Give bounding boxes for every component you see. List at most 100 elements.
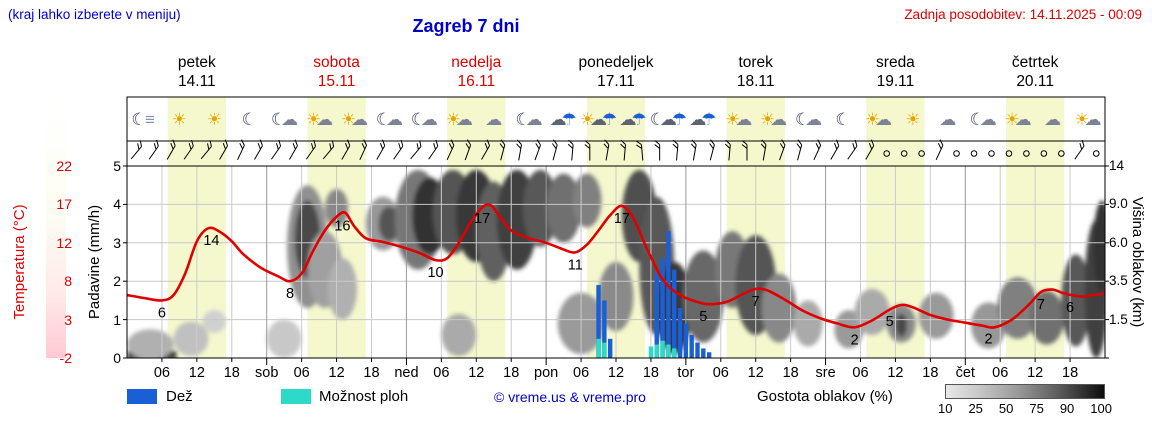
day-header-4: ponedeljek 17.11 (578, 54, 654, 90)
density-tick: 10 (938, 401, 953, 416)
x-tick-label: 12 (468, 365, 484, 381)
wind-barb-icon (359, 139, 368, 161)
x-tick-label: 18 (783, 365, 799, 381)
temp-tick-label: 22 (56, 158, 72, 174)
cloud-rain-icon: ☁☂ (689, 110, 716, 129)
day-header-3: nedelja 16.11 (451, 54, 502, 90)
cloud-rain-icon: ☁☂ (619, 110, 646, 129)
x-tick-label: 12 (748, 365, 764, 381)
svg-text:☂: ☂ (561, 110, 576, 129)
wind-barb-icon (428, 139, 439, 160)
wind-barb-icon (635, 140, 644, 161)
temperature-value-label: 5 (886, 314, 894, 330)
temperature-axis-label: Temperatura (°C) (11, 204, 28, 320)
cloud-cover-layer (127, 169, 1105, 358)
x-tick-label: 06 (154, 365, 170, 381)
moon-rain-icon: ☾☁☂ (650, 110, 687, 129)
sun-cloud-icon: ☀☁ (306, 110, 333, 129)
temperature-value-label: 6 (158, 305, 166, 321)
svg-text:☾: ☾ (376, 110, 391, 129)
rain-bar (677, 308, 683, 358)
wind-barb-icon (603, 139, 610, 161)
density-tick: 100 (1090, 401, 1112, 416)
temperature-colorbar (46, 97, 66, 358)
temperature-value-label: 6 (1066, 300, 1074, 316)
svg-text:☁: ☁ (805, 110, 822, 129)
svg-text:☂: ☂ (701, 110, 716, 129)
sun-icon: ☀ (207, 110, 222, 129)
x-tick-label: 12 (1027, 365, 1043, 381)
temp-tick-label: 12 (56, 234, 72, 251)
cloud-density-label: Gostota oblakov (%) (757, 388, 893, 405)
x-tick-label: 12 (608, 365, 624, 381)
sun-cloud-icon: ☀☁ (865, 110, 892, 129)
wind-barb-icon (741, 140, 748, 161)
cloud-icon: ☁ (1044, 110, 1061, 129)
svg-text:☁: ☁ (550, 110, 567, 129)
chart-border (126, 96, 1106, 359)
sun-cloud-icon: ☀☁ (1005, 110, 1032, 129)
rain-legend-label: Dež (166, 388, 193, 405)
moon-cloud-icon: ☾☁ (376, 110, 403, 129)
wind-barb-icon (499, 139, 506, 161)
page-title: Zagreb 7 dni (412, 16, 520, 36)
svg-text:☀: ☀ (1074, 110, 1089, 129)
svg-text:☁: ☁ (980, 110, 997, 129)
sun-cloud-icon: ☀☁ (446, 110, 473, 129)
sun-cloud-icon: ☀☁ (341, 110, 368, 129)
svg-text:☁: ☁ (660, 110, 677, 129)
temp-tick-label: 8 (64, 273, 72, 290)
wind-barb-icon (305, 139, 317, 160)
wind-barb-icon (935, 139, 944, 161)
sun-rain-icon: ☀☁☂ (580, 110, 617, 129)
day-band (167, 97, 226, 358)
svg-text:☀: ☀ (172, 110, 187, 129)
wind-barb-icon (254, 139, 263, 160)
rain-bar (596, 285, 601, 358)
x-tick-label: 12 (887, 365, 903, 381)
day-header-1: petek 14.11 (177, 54, 216, 90)
svg-text:☁: ☁ (735, 110, 752, 129)
moon-cloud-icon: ☾☁ (970, 110, 997, 129)
x-tick-label: sob (255, 365, 278, 381)
wind-barb-icon (760, 139, 767, 161)
calm-wind-icon (988, 150, 995, 157)
density-tick: 90 (1059, 401, 1075, 416)
wind-barb-icon (709, 139, 715, 161)
cloud-icon: ☁ (939, 110, 956, 129)
credit-link[interactable]: © vreme.us & vreme.pro (494, 389, 646, 405)
wind-barb-icon (690, 139, 697, 161)
svg-text:☁: ☁ (316, 110, 333, 129)
wind-barb-icon (148, 139, 159, 160)
grid (127, 166, 1105, 358)
x-tick-label: pon (534, 365, 558, 381)
wind-barb-icon (271, 139, 282, 160)
calm-wind-icon (883, 150, 890, 157)
wind-barb-icon (779, 139, 786, 161)
calm-wind-icon (953, 150, 960, 157)
svg-text:☀: ☀ (905, 110, 920, 129)
precip-axis-label: Padavine (mm/h) (86, 204, 103, 320)
rain-bar (689, 334, 694, 358)
rain-bar (666, 231, 671, 358)
svg-text:☾: ☾ (795, 110, 810, 129)
showers-legend-swatch (281, 389, 311, 404)
wind-barb-icon (446, 139, 455, 161)
svg-text:☁: ☁ (456, 110, 473, 129)
moon-icon: ☾ (835, 110, 850, 129)
rain-bar (607, 338, 613, 358)
svg-text:☁: ☁ (485, 110, 502, 129)
calm-wind-icon (1040, 150, 1048, 157)
calm-wind-icon (1058, 150, 1065, 157)
wind-barb-icon (237, 139, 245, 161)
moon-cloud-icon: ☾☁ (516, 110, 543, 129)
fog-moon-icon: ☾≡ (131, 110, 155, 129)
x-tick-label: 06 (294, 365, 310, 381)
svg-text:☁: ☁ (1085, 110, 1102, 129)
svg-text:≡: ≡ (145, 110, 155, 129)
wind-barb-icon (219, 139, 229, 160)
moon-icon: ☾ (242, 110, 257, 129)
svg-text:☁: ☁ (1044, 110, 1061, 129)
svg-text:☁: ☁ (619, 110, 636, 129)
svg-text:☂: ☂ (602, 110, 617, 129)
